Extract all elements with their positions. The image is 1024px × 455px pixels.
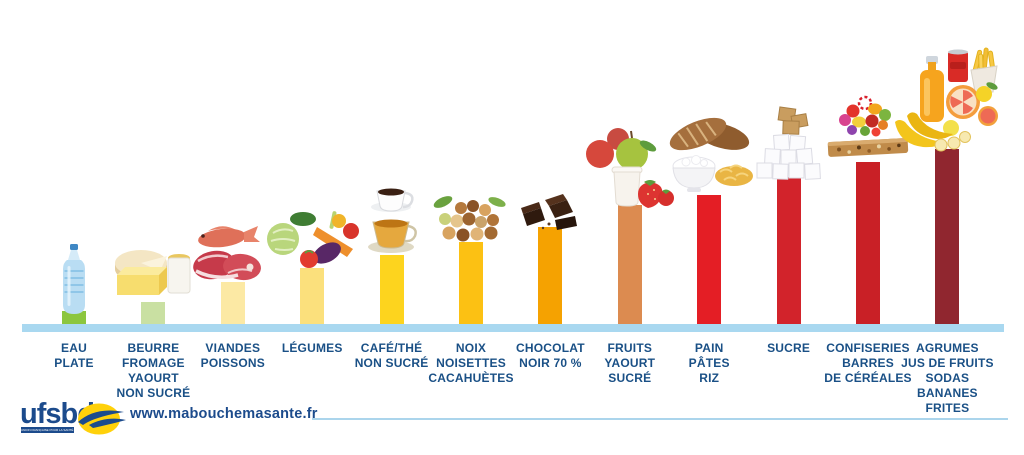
- bar-3: [220, 282, 245, 324]
- bar-9: [697, 195, 722, 324]
- category-label: VIANDES POISSONS: [200, 341, 265, 370]
- category-label: FRUITS YAOURT SUCRÉ: [604, 341, 656, 385]
- logo-swoosh-icon: [78, 403, 126, 435]
- category-label: CHOCOLAT NOIR 70 %: [516, 341, 585, 370]
- bread-rice-pasta-icon: [662, 110, 756, 198]
- bar-11: [856, 162, 880, 324]
- category-label: PAIN PÂTES RIZ: [688, 341, 730, 385]
- bar-10: [776, 177, 801, 324]
- category-label: LÉGUMES: [281, 341, 343, 355]
- meat-fish-icon: [188, 223, 278, 285]
- website-url: www.mabouchemasante.fr: [130, 406, 318, 422]
- fruits-yogurt-icon: [582, 124, 678, 208]
- bar-2: [141, 302, 166, 324]
- nuts-icon: [431, 193, 511, 245]
- bar-6: [459, 242, 483, 324]
- category-label: AGRUMES JUS DE FRUITS SODAS BANANES FRITES: [901, 341, 994, 415]
- candies-cereal-bar-icon: [819, 95, 917, 165]
- logo-tagline: UNION FRANÇAISE POUR LA SANTÉ BUCCO-DENT…: [21, 427, 74, 433]
- water-bottle-icon: [61, 244, 87, 314]
- sugar-cubes-icon: [754, 106, 824, 180]
- category-label: CAFÉ/THÉ NON SUCRÉ: [354, 341, 429, 370]
- bar-8: [617, 205, 642, 324]
- coffee-tea-icon: [361, 180, 423, 258]
- chocolate-icon: [519, 194, 581, 230]
- category-label: BEURRE FROMAGE YAOURT NON SUCRÉ: [116, 341, 191, 400]
- sodas-fruits-fries-icon: [891, 44, 1003, 152]
- footer-divider: [312, 418, 1008, 420]
- bar-4: [300, 268, 325, 324]
- cheese-dairy-icon: [111, 241, 195, 305]
- category-label: SUCRE: [767, 341, 811, 355]
- baseline-band: [22, 324, 1004, 332]
- category-label: CONFISERIES BARRES DE CÉRÉALES: [824, 341, 912, 385]
- bar-5: [379, 255, 404, 324]
- bar-12: [935, 149, 960, 324]
- bar-7: [538, 227, 563, 324]
- bar-1: [62, 311, 86, 324]
- vegetables-icon: [265, 209, 360, 271]
- category-label: NOIX NOISETTES CACAHUÈTES: [428, 341, 514, 385]
- category-label: EAU PLATE: [54, 341, 94, 370]
